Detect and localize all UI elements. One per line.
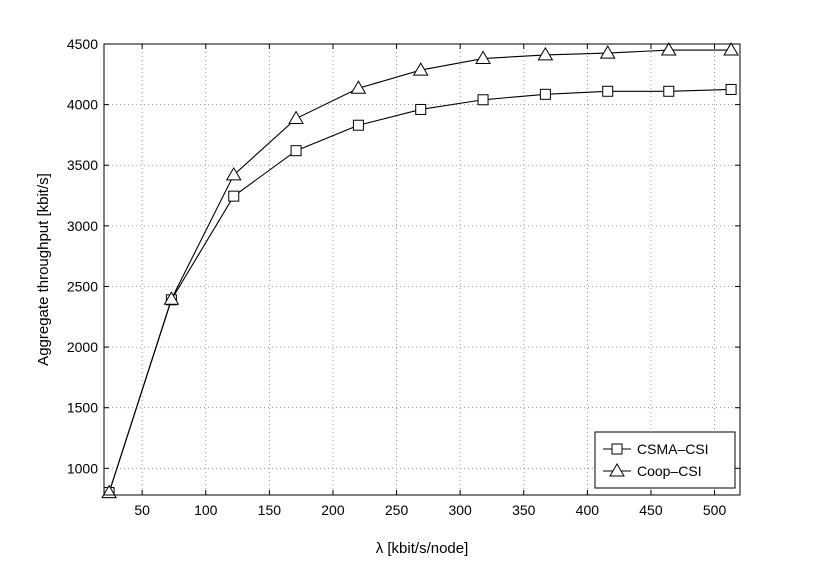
data-point-square [725,83,737,95]
legend-label: CSMA–CSI [637,441,709,457]
legend-box [594,431,736,489]
data-point-triangle [475,50,491,65]
data-point-triangle [537,46,554,61]
data-point-square [663,85,675,97]
x-tick-label: 450 [639,502,663,518]
data-point-triangle [599,45,616,59]
data-point-square [352,119,364,131]
data-point-square [290,145,302,157]
data-point-square [539,88,551,100]
y-axis-title: Aggregate throughput [kbit/s] [35,173,52,366]
data-point-triangle [288,110,304,125]
data-point-triangle [660,42,677,56]
x-tick-label: 50 [134,502,150,518]
series-layer [101,42,739,499]
x-tick-label: 400 [576,502,600,518]
y-tick-label: 1000 [67,460,98,476]
data-point-square [228,190,240,202]
x-tick-label: 100 [194,502,218,518]
legend-marker-square [611,443,623,455]
legend: CSMA–CSI Coop–CSI [594,431,736,489]
y-tick-label: 2500 [67,278,98,294]
ticks: 50 100 150 200 250 300 350 400 450 500 1000 1500 200… [67,36,740,518]
data-point-square [477,94,489,106]
x-tick-label: 150 [258,502,282,518]
plot-frame [103,43,741,496]
y-tick-label: 2000 [67,339,98,355]
legend-marker-triangle [609,463,625,477]
data-point-triangle [225,166,242,181]
x-tick-label: 300 [448,502,472,518]
data-point-square [602,85,614,97]
y-tick-label: 4000 [67,97,98,113]
y-tick-label: 1500 [67,400,98,416]
x-tick-label: 500 [703,502,727,518]
data-point-triangle [163,291,180,305]
series-triangle [101,42,739,499]
x-tick-label: 350 [512,502,536,518]
legend-label: Coop–CSI [637,463,702,479]
x-tick-label: 250 [385,502,409,518]
data-point-triangle [723,42,739,56]
y-tick-label: 3000 [67,218,98,234]
data-point-square [415,103,427,115]
x-tick-label: 200 [321,502,345,518]
y-tick-label: 4500 [67,36,98,52]
data-point-triangle [350,80,367,94]
data-point-triangle [412,62,429,76]
x-axis-title: λ [kbit/s/node] [376,540,469,557]
series-line [108,49,732,493]
y-tick-label: 3500 [67,157,98,173]
